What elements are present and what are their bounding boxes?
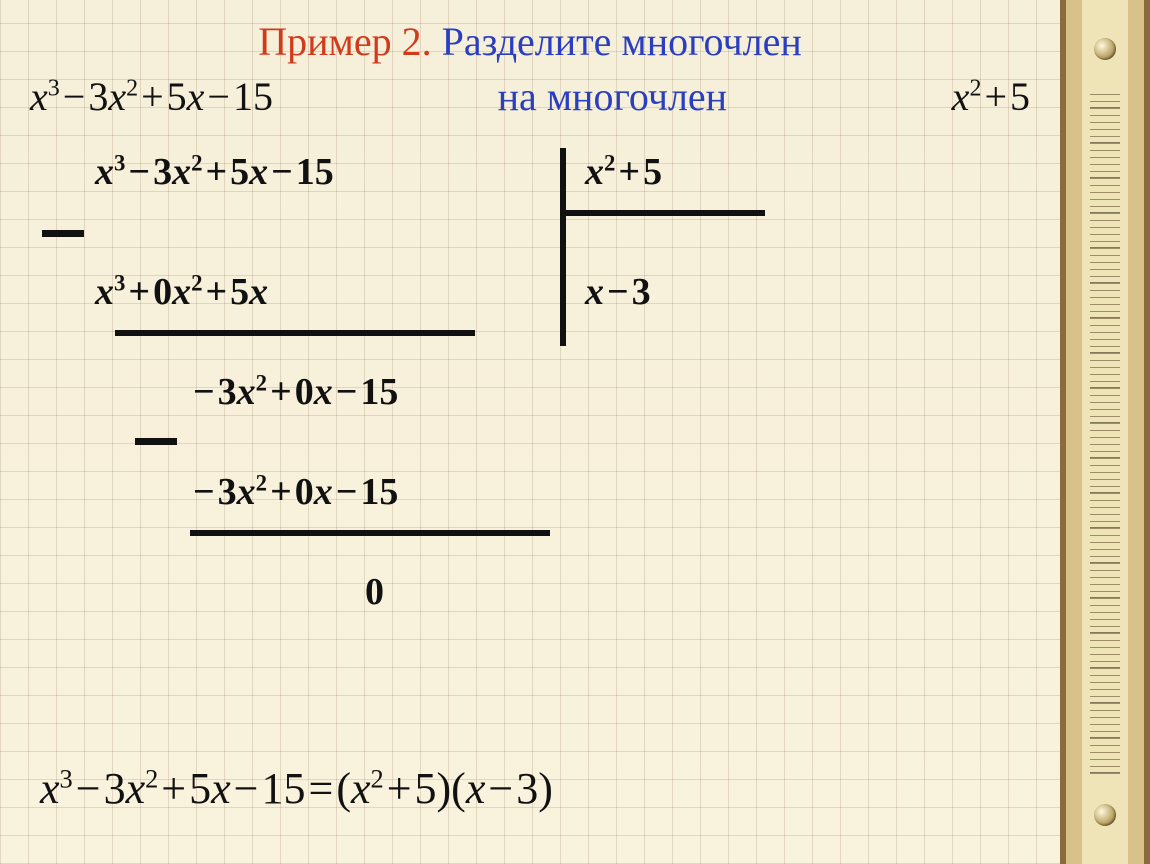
ruler-decoration xyxy=(1060,0,1150,864)
minus-sign-icon xyxy=(42,230,84,237)
division-quotient: x−3 xyxy=(585,270,651,314)
title-label-red: Пример 2. xyxy=(258,19,431,64)
division-horizontal-bar xyxy=(560,210,765,216)
division-step2-subtract: −3x2+0x−15 xyxy=(190,470,398,514)
heading-poly-divisor: x2+5 xyxy=(952,73,1030,120)
minus-sign-icon xyxy=(135,438,177,445)
division-final-remainder: 0 xyxy=(365,570,384,614)
bolt-icon xyxy=(1094,38,1116,60)
division-step1-remainder: −3x2+0x−15 xyxy=(190,370,398,414)
title-row-1: Пример 2. Разделите многочлен xyxy=(30,18,1030,65)
heading-poly-dividend: x3−3x2+5x−15 xyxy=(30,73,273,120)
ruler-scale xyxy=(1090,90,1120,774)
result-equation: x3−3x2+5x−15=(x2+5)(x−3) xyxy=(40,763,553,814)
title-label-blue: Разделите многочлен xyxy=(442,19,802,64)
long-division: x3−3x2+5x−15 x2+5 x−3 x3+0x2+5x −3x2+0x−… xyxy=(85,150,1030,650)
division-rule-1 xyxy=(115,330,475,336)
slide: Пример 2. Разделите многочлен x3−3x2+5x−… xyxy=(0,0,1060,864)
division-step1-subtract: x3+0x2+5x xyxy=(95,270,268,314)
division-dividend: x3−3x2+5x−15 xyxy=(95,150,334,194)
division-vertical-bar xyxy=(560,148,566,346)
bolt-icon xyxy=(1094,804,1116,826)
division-rule-2 xyxy=(190,530,550,536)
heading-polynomials: x3−3x2+5x−15 на многочлен x2+5 xyxy=(30,73,1030,120)
title-row-2: на многочлен xyxy=(498,73,728,120)
division-divisor: x2+5 xyxy=(585,150,662,194)
